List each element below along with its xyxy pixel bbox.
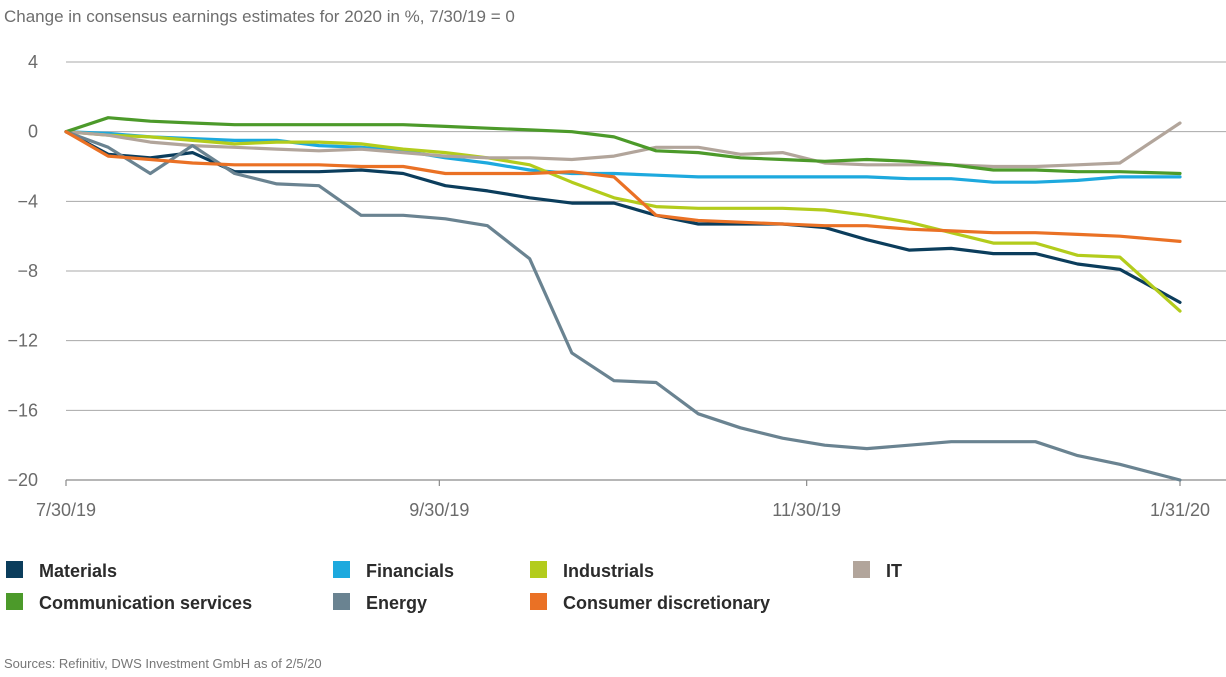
legend-swatch-financials (333, 561, 350, 578)
legend: Materials Financials Industrials IT Communic… (6, 561, 902, 613)
y-tick-label: 4 (28, 52, 38, 72)
series-line-communication-services (64, 116, 1182, 176)
series-line-consumer-discretionary (64, 130, 1182, 243)
y-tick-label: −20 (7, 470, 38, 490)
legend-label-it: IT (886, 561, 902, 581)
x-tick-label: 11/30/19 (772, 500, 841, 520)
y-tick-label: −8 (17, 261, 38, 281)
legend-swatch-industrials (530, 561, 547, 578)
y-tick-label: −12 (7, 331, 38, 351)
legend-swatch-communication-services (6, 593, 23, 610)
legend-swatch-energy (333, 593, 350, 610)
chart-title: Change in consensus earnings estimates f… (4, 7, 515, 26)
x-tick-label: 7/30/19 (36, 500, 96, 520)
series-line-materials (64, 130, 1182, 304)
legend-label-consumer-discretionary: Consumer discretionary (563, 593, 770, 613)
series-line-energy (64, 130, 1182, 482)
y-tick-label: −16 (7, 400, 38, 420)
y-axis-ticks: 4 0 −4 −8 −12 −16 −20 (7, 52, 38, 490)
y-tick-label: −4 (17, 191, 38, 211)
legend-label-materials: Materials (39, 561, 117, 581)
y-tick-label: 0 (28, 122, 38, 142)
series-lines (64, 116, 1182, 482)
x-tick-label: 9/30/19 (409, 500, 469, 520)
series-line-financials (64, 130, 1182, 184)
legend-label-energy: Energy (366, 593, 427, 613)
source-note: Sources: Refinitiv, DWS Investment GmbH … (4, 656, 322, 671)
legend-swatch-consumer-discretionary (530, 593, 547, 610)
legend-label-financials: Financials (366, 561, 454, 581)
x-tick-label: 1/31/20 (1150, 500, 1210, 520)
series-line-it (64, 121, 1182, 169)
legend-label-industrials: Industrials (563, 561, 654, 581)
legend-label-communication-services: Communication services (39, 593, 252, 613)
series-line-industrials (64, 130, 1182, 313)
legend-swatch-it (853, 561, 870, 578)
x-axis-ticks: 7/30/19 9/30/19 11/30/19 1/31/20 (36, 480, 1210, 520)
legend-swatch-materials (6, 561, 23, 578)
gridlines (66, 61, 1226, 481)
